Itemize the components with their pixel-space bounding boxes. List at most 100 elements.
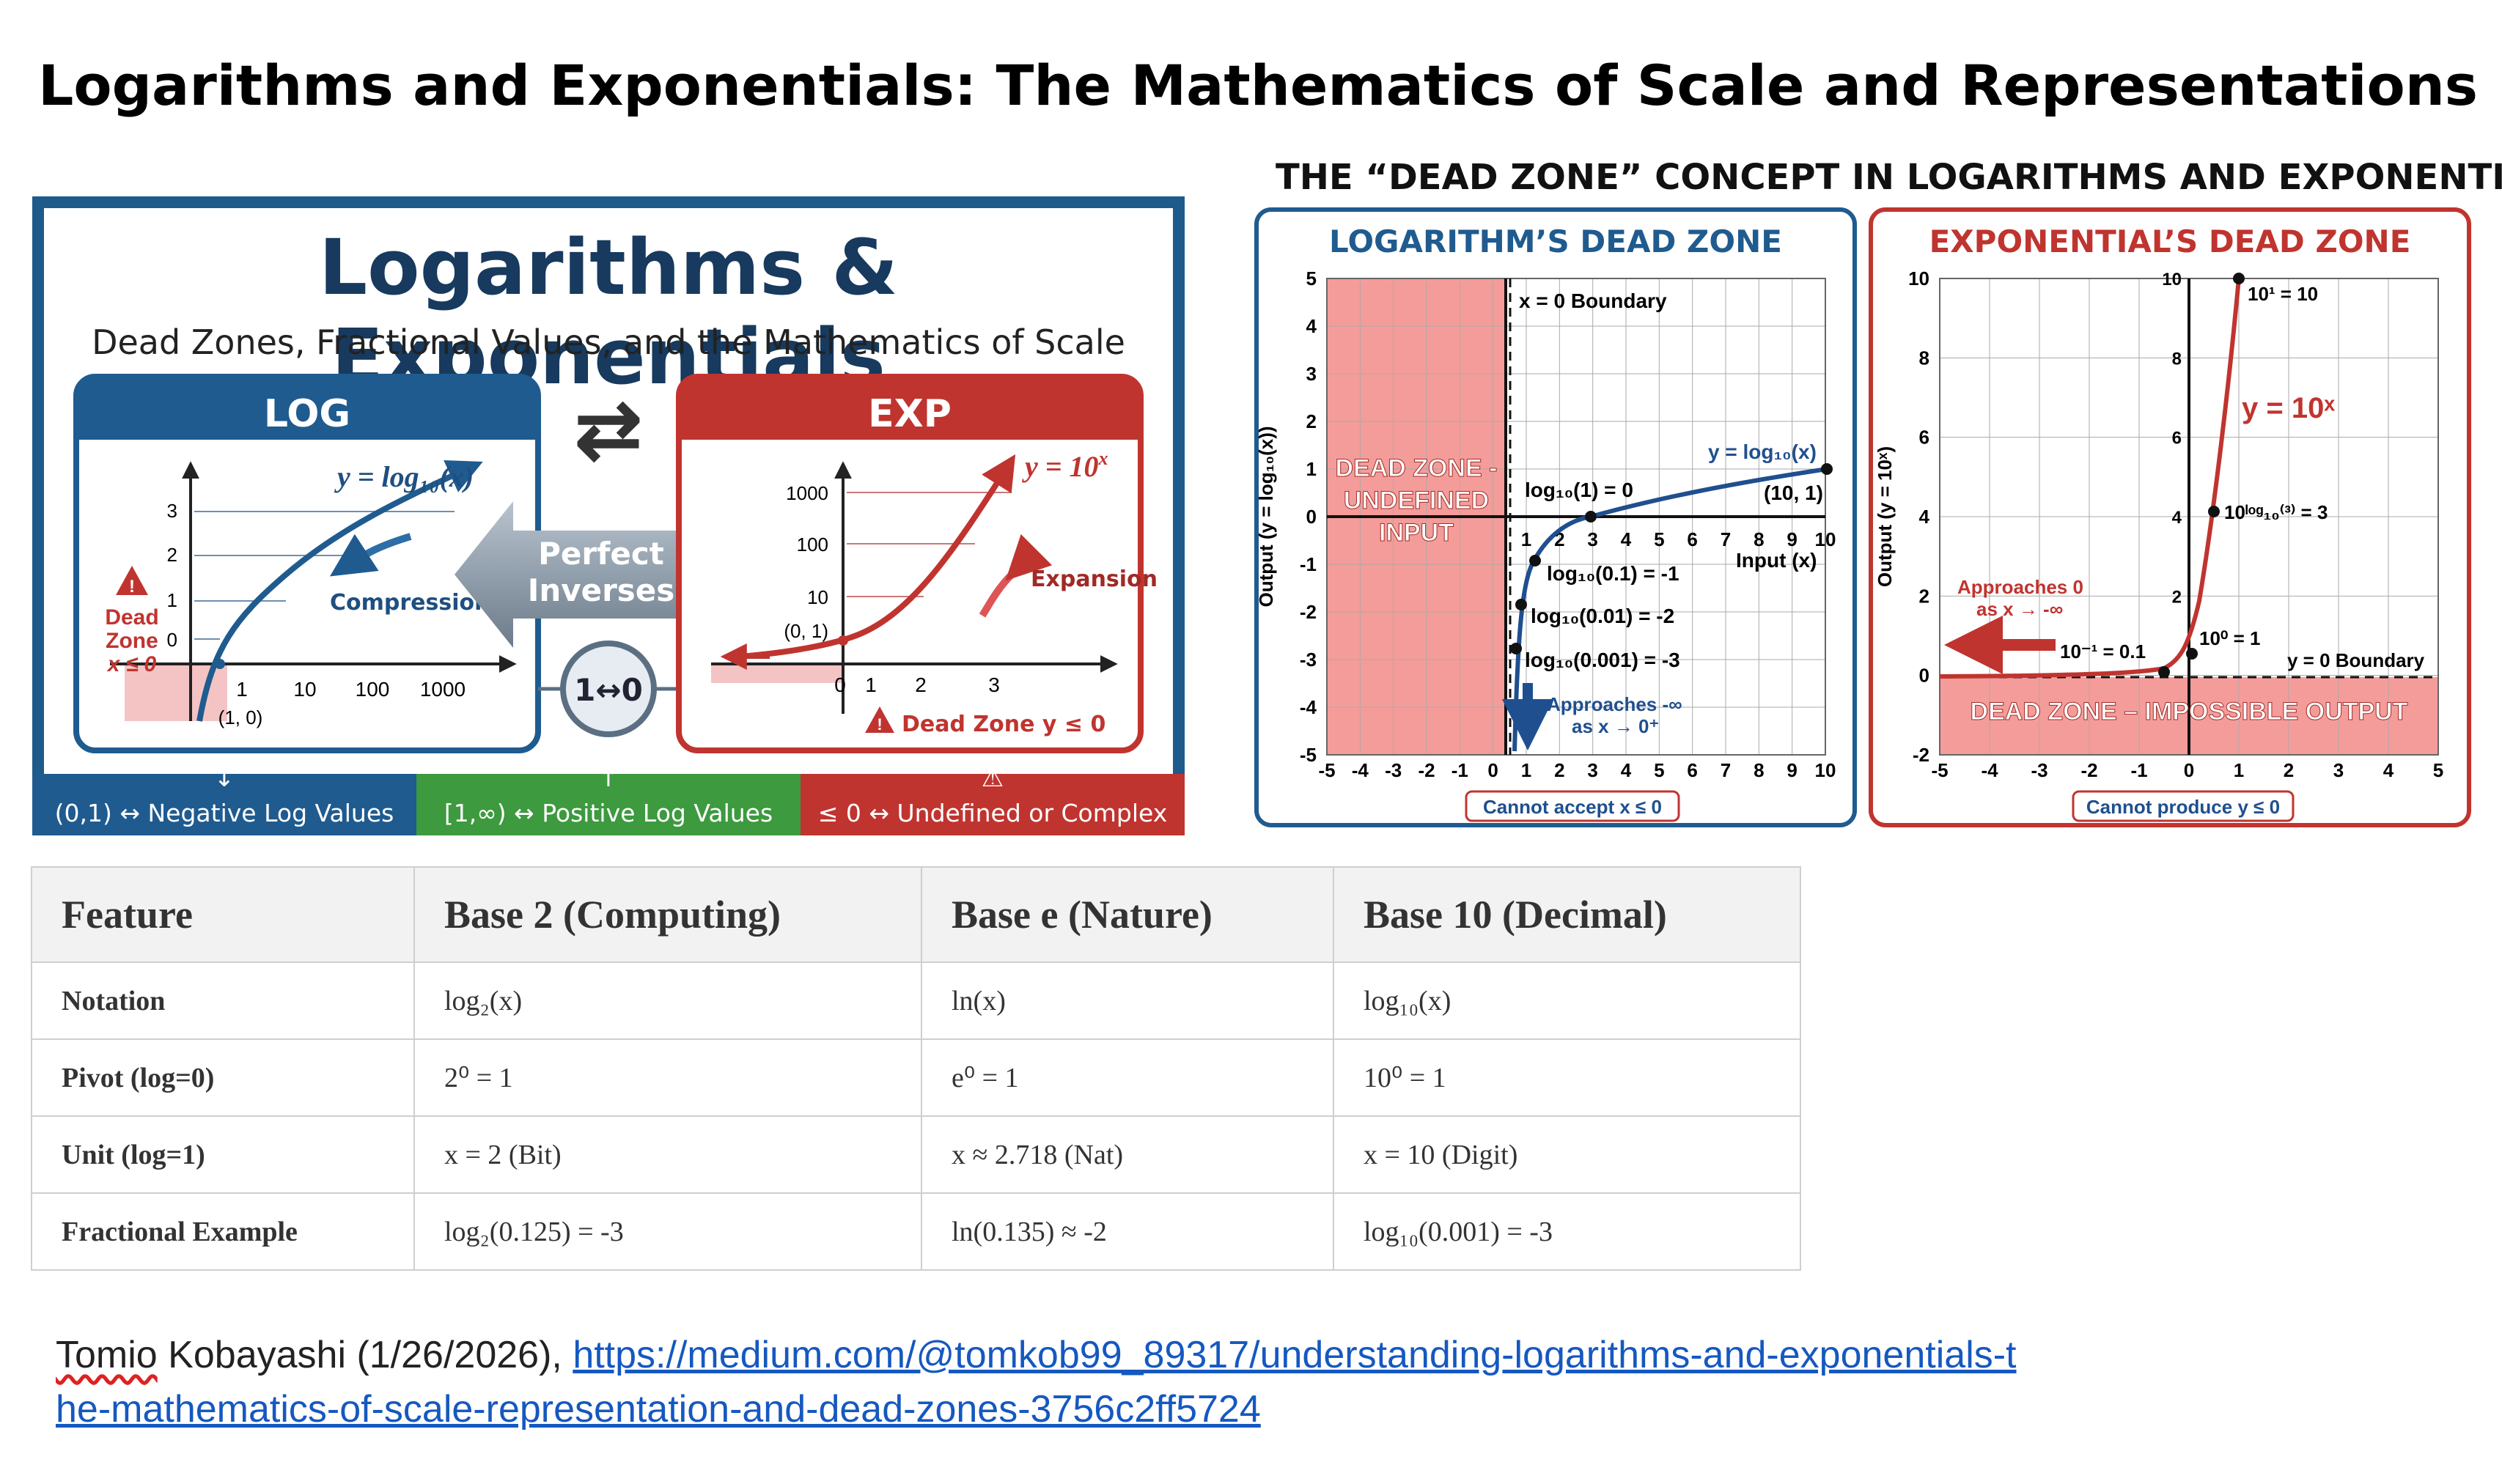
log-dz-point — [1821, 463, 1833, 475]
exp-dz-approach: as x → -∞ — [1976, 598, 2063, 620]
exp-dz-x-tick: 1 — [2234, 759, 2244, 781]
table-cell: 2⁰ = 1 — [413, 1038, 922, 1117]
exp-curve — [740, 454, 1016, 660]
exp-dz-annotation: 10⁰ = 1 — [2199, 627, 2260, 649]
log-dz-x-tick: 10 — [1815, 759, 1836, 781]
log-dz-x-tick: 8 — [1754, 528, 1764, 550]
log-dz-y-tick: 2 — [1306, 410, 1317, 432]
exp-dz-inner-y-tick: 8 — [2172, 349, 2182, 369]
exp-dz-x-tick: -4 — [1981, 759, 1998, 781]
exp-dead-zone-panel: EXPONENTIAL’S DEAD ZONE 1086420-2108642 … — [1869, 207, 2471, 827]
infographic-title: Logarithms & Exponentials — [318, 223, 899, 402]
table-cell: x ≈ 2.718 (Nat) — [921, 1115, 1334, 1194]
exp-panel-header-bg — [679, 377, 1141, 440]
log-dead-zone-label: x ≤ 0 — [106, 652, 157, 676]
exp-dz-y-tick: 0 — [1919, 665, 1929, 687]
compression-label: Compression — [330, 590, 490, 616]
log-dz-point — [1529, 555, 1541, 566]
exp-dz-y-tick: 4 — [1919, 506, 1930, 528]
table-cell: Fractional Example — [31, 1192, 415, 1271]
exp-point-label: (0, 1) — [784, 620, 828, 642]
citation-author-first: Tomio — [56, 1334, 158, 1376]
log-point-1-0 — [215, 659, 225, 669]
exp-dz-inner-y-tick: 2 — [2172, 587, 2182, 607]
log-dz-x-tick: 4 — [1621, 759, 1632, 781]
exp-point-0-1 — [838, 635, 848, 646]
log-dz-y-tick: -3 — [1300, 649, 1317, 671]
log-y-tick: 1 — [167, 589, 177, 611]
exp-dz-inner-y-tick: 6 — [2172, 429, 2182, 448]
log-dz-x-tick: 1 — [1521, 528, 1531, 550]
center-inverses: ⇄ Perfect Inverses 1↔0 — [455, 385, 748, 737]
log-y-tick: 3 — [167, 500, 177, 522]
dead-zone-title: THE “DEAD ZONE” CONCEPT IN LOGARITHMS AN… — [1276, 157, 2502, 198]
exp-x-tick: 0 — [834, 673, 846, 696]
log-dz-y-tick: 1 — [1306, 458, 1317, 480]
log-dz-x-tick: 7 — [1721, 759, 1731, 781]
log-dz-x-tick: -5 — [1318, 759, 1335, 781]
citation-link[interactable]: https://medium.com/@tomkob99_89317/under… — [56, 1334, 2017, 1431]
warning-icon: ⚠ — [981, 764, 1004, 793]
log-dz-x-tick: 9 — [1787, 759, 1797, 781]
expansion-label: Expansion — [1031, 566, 1158, 592]
exp-dz-x-tick: 2 — [2284, 759, 2294, 781]
swap-icon: ⇄ — [575, 385, 642, 475]
log-dz-x-tick: -2 — [1418, 759, 1435, 781]
log-dz-x-tick: 5 — [1654, 528, 1664, 550]
log-dz-y-tick: 5 — [1306, 267, 1317, 289]
exp-dz-boundary-label: y = 0 Boundary — [2287, 649, 2425, 671]
exp-dz-x-tick: 3 — [2333, 759, 2344, 781]
log-equation: y = log₁₀(x) — [334, 460, 474, 493]
exp-dz-x-tick: -1 — [2130, 759, 2147, 781]
exp-dz-point — [2208, 506, 2220, 517]
exp-dz-point — [2158, 666, 2170, 678]
table-cell: 10⁰ = 1 — [1333, 1038, 1801, 1117]
exp-x-tick: 2 — [915, 673, 927, 696]
log-dz-x-tick: 3 — [1587, 528, 1597, 550]
log-dz-point-label: (10, 1) — [1764, 481, 1823, 504]
log-dz-x-tick: -4 — [1352, 759, 1369, 781]
exp-dz-x-ticks: -5 -4 -3 -2 -1 0 1 2 3 4 5 — [1931, 759, 2443, 781]
log-dz-curve-label: y = log₁₀(x) — [1708, 440, 1817, 463]
log-dz-y-ticks: 5 4 3 2 1 0 -1 -2 -3 -4 -5 — [1300, 267, 1317, 766]
table-header-cell: Base 10 (Decimal) — [1333, 866, 1801, 963]
log-dz-annotation: log₁₀(0.001) = -3 — [1525, 649, 1680, 671]
log-dz-zone-label: INPUT — [1379, 519, 1454, 547]
log-dz-point — [1515, 599, 1527, 610]
log-dz-footer-box — [1465, 790, 1680, 822]
infographic-footer: ↓ (0,1) ↔ Negative Log Values ↑ [1,∞) ↔ … — [32, 764, 1185, 835]
exp-panel-header: EXP — [868, 392, 952, 436]
log-dz-x-tick: 6 — [1687, 759, 1697, 781]
log-dz-y-tick: -5 — [1300, 744, 1317, 766]
log-dz-zone-label: UNDEFINED — [1344, 487, 1489, 514]
pivot-circle — [560, 641, 657, 737]
infographic-panel: Logarithms & Exponentials Dead Zones, Fr… — [32, 196, 1185, 835]
table-cell: log₂(x) — [413, 961, 922, 1040]
log-dz-x-tick: 0 — [1487, 759, 1498, 781]
log-y-tick: 0 — [167, 629, 177, 651]
log-dz-x-axis-label: Input (x) — [1736, 549, 1817, 572]
log-dz-x-tick: 1 — [1521, 759, 1531, 781]
log-dead-zone-label: Zone — [106, 629, 158, 653]
exp-dz-y-tick: 10 — [1908, 267, 1929, 289]
infographic-subtitle: Dead Zones, Fractional Values, and the M… — [92, 322, 1125, 362]
log-dz-y-axis-label: Output (y = log₁₀(x)) — [1255, 426, 1277, 607]
log-dz-x-tick: 7 — [1721, 528, 1731, 550]
compression-arrow — [329, 533, 412, 577]
footer-undefined: ⚠ ≤ 0 ↔ Undefined or Complex — [801, 764, 1185, 835]
exp-dz-x-tick: -3 — [2031, 759, 2047, 781]
log-dz-approach: as x → 0⁺ — [1572, 715, 1659, 737]
exp-dz-approach: Approaches 0 — [1957, 576, 2083, 598]
log-dz-curve — [1512, 467, 1828, 752]
inverses-label: Inverses — [528, 572, 675, 608]
table-row: Fractional Example log₂(0.125) = -3 ln(0… — [31, 1192, 1801, 1271]
log-dz-x-tick: -3 — [1385, 759, 1402, 781]
table-row: Pivot (log=0) 2⁰ = 1 e⁰ = 1 10⁰ = 1 — [31, 1038, 1801, 1117]
log-x-tick: 100 — [356, 678, 390, 701]
exp-dz-x-tick: -5 — [1931, 759, 1948, 781]
citation: Tomio Kobayashi (1/26/2026), https://med… — [56, 1328, 2035, 1436]
arrow-up-icon: ↑ — [597, 764, 619, 793]
table-row: Notation log₂(x) ln(x) log₁₀(x) — [31, 961, 1801, 1040]
